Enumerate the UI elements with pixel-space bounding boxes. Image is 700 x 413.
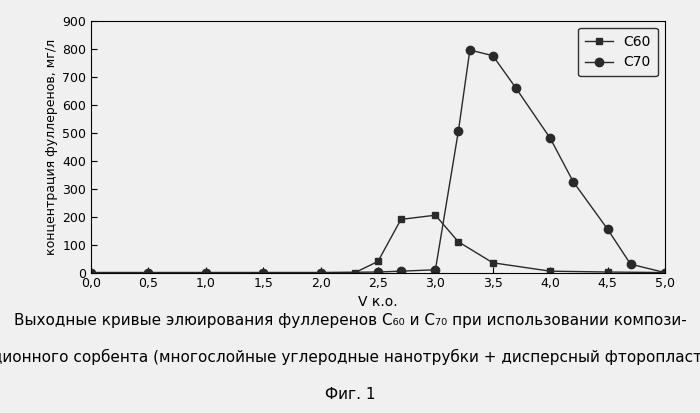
С60 (316, 270, 325, 275)
С60 (546, 269, 554, 274)
С60 (454, 239, 463, 244)
С60 (603, 270, 612, 275)
С70 (626, 262, 635, 267)
С70 (202, 270, 210, 275)
С60 (397, 217, 405, 222)
С70 (489, 53, 497, 58)
С70 (512, 85, 520, 90)
С60 (661, 270, 669, 275)
С70 (259, 270, 267, 275)
Y-axis label: концентрация фуллеренов, мг/л: концентрация фуллеренов, мг/л (45, 38, 58, 255)
Legend: С60, С70: С60, С70 (578, 28, 658, 76)
С60 (374, 259, 382, 264)
С60 (259, 270, 267, 275)
Line: С60: С60 (88, 212, 668, 276)
С70 (569, 179, 577, 184)
С70 (431, 267, 440, 272)
С60 (489, 260, 497, 265)
С70 (316, 270, 325, 275)
Text: Фиг. 1: Фиг. 1 (325, 387, 375, 402)
Text: ционного сорбента (многослойные углеродные нанотрубки + дисперсный фторопласт): ционного сорбента (многослойные углеродн… (0, 349, 700, 366)
С60 (351, 270, 359, 275)
С70 (546, 136, 554, 141)
Line: С70: С70 (87, 46, 669, 277)
С70 (374, 270, 382, 275)
Text: Выходные кривые элюирования фуллеренов С₆₀ и С₇₀ при использовании компози-: Выходные кривые элюирования фуллеренов С… (13, 313, 687, 328)
С70 (661, 270, 669, 275)
С60 (144, 270, 153, 275)
С60 (87, 270, 95, 275)
X-axis label: V к.о.: V к.о. (358, 294, 398, 309)
С70 (466, 47, 474, 52)
С60 (431, 213, 440, 218)
С60 (202, 270, 210, 275)
С70 (397, 269, 405, 274)
С70 (144, 270, 153, 275)
С70 (87, 270, 95, 275)
С70 (454, 129, 463, 134)
С70 (603, 227, 612, 232)
